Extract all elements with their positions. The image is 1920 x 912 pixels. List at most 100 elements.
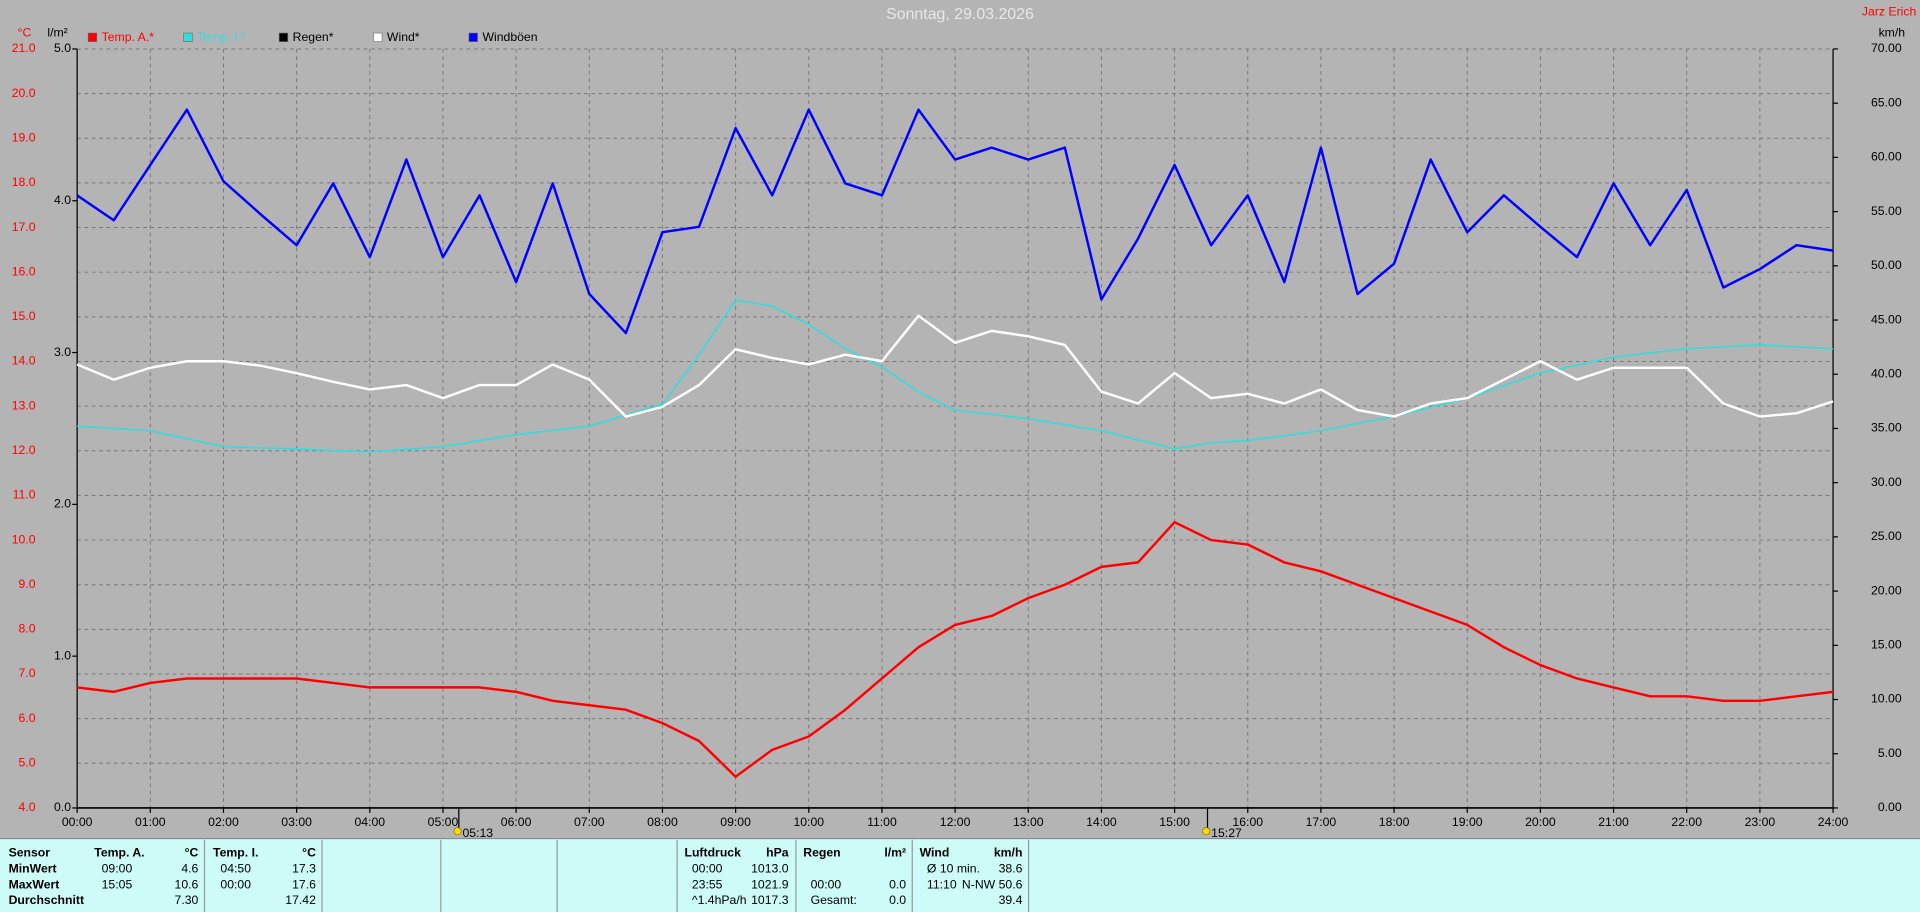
stats-value: 10.6 [175, 877, 199, 891]
y2-tick-label: 3.0 [54, 345, 71, 359]
legend-swatch [468, 32, 478, 42]
stats-value: 39.4 [999, 893, 1023, 907]
stats-row-label: Sensor [9, 845, 51, 859]
series-line [77, 299, 1834, 453]
stats-time: Gesamt: [811, 893, 857, 907]
x-tick-label: 00:00 [62, 815, 93, 829]
x-tick-label: 12:00 [940, 815, 971, 829]
y-tick-label: 5.0 [18, 756, 35, 770]
y-tick-label: 20.0 [12, 86, 36, 100]
stats-unit: °C [302, 845, 316, 859]
y3-tick-label: 15.00 [1871, 638, 1902, 652]
stats-time: 00:00 [220, 877, 251, 891]
y3-tick-label: 65.00 [1871, 95, 1902, 109]
legend-label: Regen* [293, 30, 334, 44]
series-line [76, 520, 1834, 778]
stats-unit: hPa [766, 845, 789, 859]
y3-unit: km/h [1879, 25, 1906, 39]
y-tick-label: 21.0 [12, 41, 36, 55]
y-tick-label: 6.0 [18, 711, 35, 725]
stats-time: 00:00 [811, 877, 842, 891]
legend-label: Temp. I.* [197, 30, 246, 44]
y-tick-label: 14.0 [12, 354, 36, 368]
stats-time: ^1.4hPa/h [692, 893, 747, 907]
y-tick-label: 7.0 [18, 666, 35, 680]
x-tick-label: 10:00 [793, 815, 824, 829]
y3-tick-label: 25.00 [1871, 529, 1902, 543]
stats-time: 00:00 [692, 861, 723, 875]
y-tick-label: 12.0 [12, 443, 36, 457]
y-tick-label: 8.0 [18, 622, 35, 636]
x-tick-label: 22:00 [1671, 815, 1702, 829]
stats-value: 17.3 [292, 861, 316, 875]
stats-value: 1017.3 [751, 893, 789, 907]
x-tick-label: 23:00 [1745, 815, 1776, 829]
y-tick-label: 13.0 [12, 398, 36, 412]
y3-tick-label: 45.00 [1871, 312, 1902, 326]
stats-value: 4.6 [181, 861, 198, 875]
y-tick-label: 18.0 [12, 175, 36, 189]
y3-tick-label: 55.00 [1871, 204, 1902, 218]
stats-title: Wind [920, 845, 950, 859]
stats-value: 1013.0 [751, 861, 789, 875]
x-tick-label: 24:00 [1818, 815, 1849, 829]
series-line [76, 314, 1834, 418]
y-tick-label: 10.0 [12, 532, 36, 546]
x-tick-label: 11:00 [867, 815, 897, 829]
y-tick-label: 9.0 [18, 577, 35, 591]
y3-tick-label: 30.00 [1871, 475, 1902, 489]
legend-label: Wind* [387, 30, 420, 44]
x-tick-label: 06:00 [501, 815, 532, 829]
x-tick-label: 18:00 [1379, 815, 1410, 829]
y3-tick-label: 35.00 [1871, 421, 1902, 435]
stats-time: 15:05 [102, 877, 133, 891]
chart-title: Sonntag, 29.03.2026 [886, 6, 1034, 23]
sun-icon [453, 827, 462, 836]
sun-icon [1202, 827, 1211, 836]
x-tick-label: 01:00 [135, 815, 166, 829]
stats-value: 1021.9 [751, 877, 789, 891]
stats-time: 23:55 [692, 877, 723, 891]
stats-time: 11:10 [927, 877, 957, 891]
legend-label: Temp. A.* [102, 30, 155, 44]
stats-row-label: Durchschnitt [9, 893, 84, 907]
legend-swatch [278, 32, 289, 42]
y-tick-label: 17.0 [12, 220, 36, 234]
legend-swatch [87, 32, 98, 42]
y3-tick-label: 70.00 [1871, 41, 1902, 55]
y3-tick-label: 40.00 [1871, 366, 1902, 380]
x-tick-label: 13:00 [1013, 815, 1044, 829]
stats-row-label: MaxWert [9, 877, 60, 891]
stats-time: 09:00 [102, 861, 133, 875]
y2-unit: l/m² [47, 25, 67, 39]
y3-tick-label: 5.00 [1878, 746, 1902, 760]
stats-value: 38.6 [999, 861, 1023, 875]
x-tick-label: 09:00 [720, 815, 751, 829]
y-tick-label: 15.0 [12, 309, 36, 323]
y2-tick-label: 0.0 [54, 800, 71, 814]
stats-title: Temp. I. [213, 845, 258, 859]
x-tick-label: 14:00 [1086, 815, 1117, 829]
stats-panel [0, 838, 1920, 912]
stats-unit: °C [185, 845, 199, 859]
y2-tick-label: 1.0 [54, 648, 71, 662]
legend-swatch [183, 32, 193, 42]
x-tick-label: 15:00 [1159, 815, 1190, 829]
x-tick-label: 02:00 [208, 815, 239, 829]
x-tick-label: 17:00 [1306, 815, 1337, 829]
stats-title: Regen [803, 845, 840, 859]
x-tick-label: 19:00 [1452, 815, 1483, 829]
author: Jarz Erich [1862, 4, 1917, 18]
y-tick-label: 16.0 [12, 264, 36, 278]
y-tick-label: 4.0 [18, 800, 35, 814]
stats-value: 17.6 [292, 877, 316, 891]
stats-unit: km/h [994, 845, 1023, 859]
y2-tick-label: 5.0 [54, 41, 71, 55]
stats-value: 0.0 [889, 877, 906, 891]
stats-value: 0.0 [889, 893, 906, 907]
stats-time: Ø 10 min. [927, 861, 980, 875]
y2-tick-label: 4.0 [54, 193, 71, 207]
